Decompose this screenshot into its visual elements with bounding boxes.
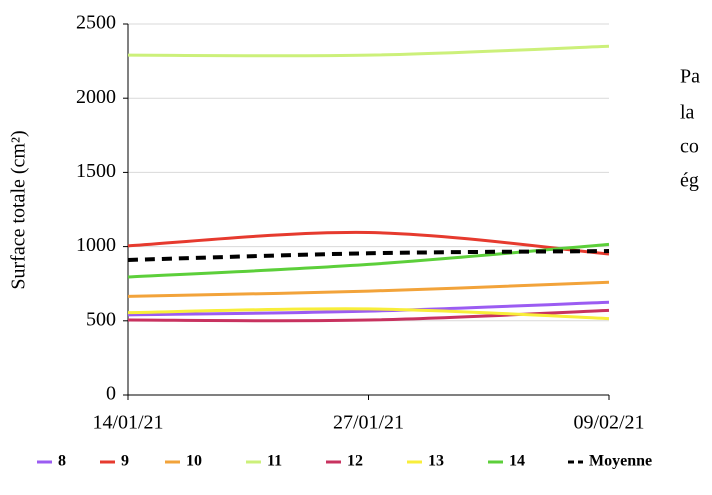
line-series — [127, 242, 610, 279]
side-text: Pa — [680, 66, 700, 88]
line-series — [127, 230, 610, 256]
line-series — [127, 308, 610, 323]
line-series — [127, 44, 610, 58]
legend-label: 11 — [267, 453, 282, 470]
line-series — [127, 280, 610, 298]
y-tick-label: 2500 — [76, 12, 116, 34]
y-tick-label: 2000 — [76, 86, 116, 108]
x-tick-label: 14/01/21 — [92, 412, 163, 434]
y-tick-label: 0 — [106, 383, 116, 405]
legend-label: 10 — [186, 453, 202, 470]
line-series — [127, 249, 610, 262]
legend-label: 13 — [428, 453, 444, 470]
y-tick-label: 500 — [86, 308, 116, 330]
y-axis-label: Surface totale (cm²) — [8, 130, 30, 289]
legend-label: 14 — [509, 453, 525, 470]
y-tick-label: 1500 — [76, 160, 116, 182]
side-text: ég — [680, 170, 699, 192]
legend-label: 8 — [58, 453, 66, 470]
legend-label: 9 — [121, 453, 129, 470]
line-series — [127, 300, 610, 317]
legend-label: Moyenne — [589, 453, 652, 470]
x-tick-label: 09/02/21 — [573, 412, 644, 434]
line-series — [127, 307, 610, 321]
side-text: co — [680, 136, 699, 158]
x-tick-label: 27/01/21 — [333, 412, 404, 434]
y-tick-label: 1000 — [76, 234, 116, 256]
legend-label: 12 — [347, 453, 363, 470]
side-text: la — [680, 102, 695, 124]
